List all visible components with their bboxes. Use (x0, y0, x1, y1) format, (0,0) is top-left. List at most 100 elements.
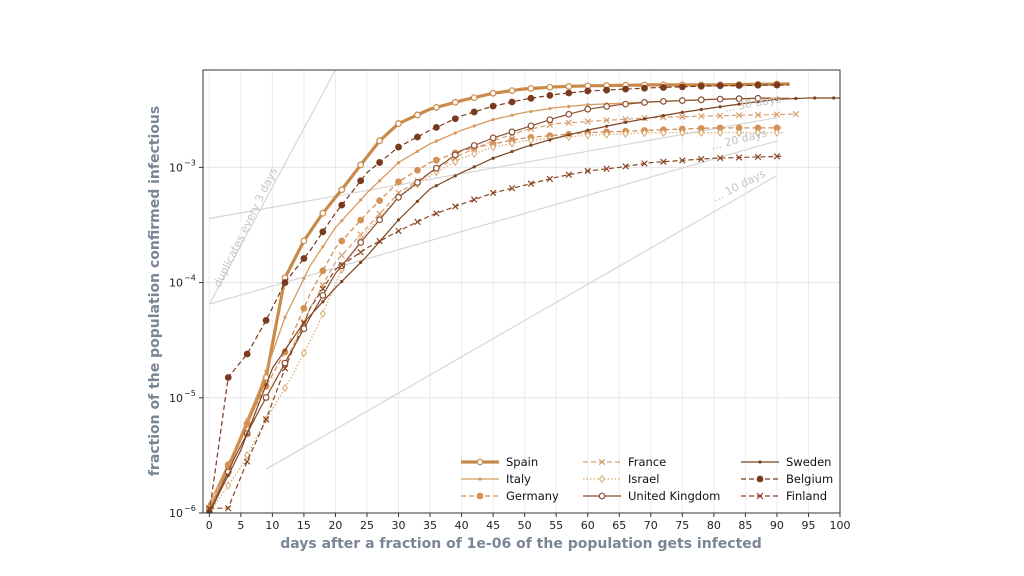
point-sweden (245, 432, 249, 436)
point-israel (281, 383, 289, 393)
point-israel (452, 157, 459, 166)
point-spain (546, 83, 554, 91)
legend-label: France (628, 455, 666, 469)
point-italy (264, 369, 268, 373)
point-sweden (756, 100, 760, 104)
point-spain (508, 87, 516, 95)
point-belgium (716, 82, 724, 90)
x-tick-label: 10 (265, 519, 279, 532)
point-italy (359, 198, 363, 202)
point-united-kingdom (697, 96, 705, 104)
point-france (584, 118, 591, 125)
x-tick-label: 100 (830, 519, 851, 532)
point-italy (567, 104, 571, 109)
point-spain (414, 111, 421, 119)
series-line-israel (208, 132, 784, 513)
legend-label: Sweden (786, 455, 831, 469)
legend-marker (758, 460, 762, 464)
point-italy (453, 131, 457, 135)
point-sweden (680, 110, 684, 114)
point-finland (414, 218, 421, 226)
legend-marker (476, 458, 484, 466)
point-israel (660, 128, 667, 137)
point-sweden (813, 96, 817, 100)
point-belgium (395, 143, 402, 151)
point-sweden (396, 218, 401, 222)
series-line-spain (207, 82, 790, 513)
x-tick-label: 0 (206, 519, 213, 532)
point-sweden (605, 124, 609, 128)
point-spain (432, 104, 440, 111)
point-israel (527, 135, 534, 145)
point-italy (321, 245, 325, 249)
x-tick-label: 5 (237, 519, 244, 532)
point-belgium (641, 84, 648, 92)
point-belgium (622, 85, 629, 93)
y-tick-label: 10 (169, 507, 183, 520)
point-finland (319, 285, 327, 293)
point-israel (641, 128, 648, 138)
legend-marker (598, 458, 606, 466)
point-sweden (434, 184, 438, 188)
point-united-kingdom (414, 179, 421, 186)
legend-item-italy: Italy (461, 472, 531, 486)
legend-label: Germany (506, 489, 559, 503)
point-united-kingdom (565, 110, 573, 118)
point-spain (489, 89, 497, 97)
legend-marker (598, 474, 606, 484)
point-sweden (529, 143, 533, 147)
x-tick-label: 50 (518, 519, 532, 532)
point-belgium (262, 316, 270, 324)
point-italy (491, 117, 495, 122)
point-germany (338, 237, 346, 245)
point-italy (302, 277, 306, 281)
point-belgium (527, 94, 535, 102)
point-israel (471, 149, 478, 159)
point-finland (641, 160, 648, 167)
point-israel (319, 309, 326, 318)
point-united-kingdom (603, 103, 611, 110)
point-spain (357, 161, 365, 169)
legend-item-germany: Germany (461, 489, 559, 503)
point-germany (395, 178, 402, 186)
point-united-kingdom (527, 122, 535, 130)
series-line-germany (208, 127, 784, 509)
point-italy (245, 417, 249, 422)
point-finland (773, 153, 781, 160)
point-belgium (338, 201, 346, 209)
point-israel (717, 128, 724, 137)
point-sweden (567, 133, 571, 137)
point-france (735, 112, 743, 119)
point-italy (283, 315, 287, 319)
point-france (622, 115, 629, 123)
x-tick-label: 75 (675, 519, 689, 532)
point-finland (660, 158, 667, 165)
legend: Spain Italy Germany France Israel United King… (461, 455, 833, 503)
point-sweden (491, 156, 495, 160)
point-belgium (735, 82, 743, 89)
x-tick-label: 95 (801, 519, 815, 532)
point-finland (300, 319, 308, 327)
point-sweden (510, 149, 514, 154)
point-israel (509, 139, 516, 148)
point-united-kingdom (508, 128, 516, 136)
legend-label: Italy (506, 472, 531, 486)
guide-line--10-days (265, 174, 778, 470)
point-israel (773, 128, 780, 137)
point-finland (243, 458, 251, 465)
x-tick-label: 35 (423, 519, 437, 532)
point-finland (735, 154, 743, 161)
x-axis-label: days after a fraction of 1e-06 of the po… (280, 536, 762, 552)
point-sweden (264, 383, 268, 387)
x-tick-label: 85 (738, 519, 752, 532)
point-sweden (415, 199, 420, 203)
point-belgium (357, 177, 365, 185)
plot-frame (202, 69, 841, 514)
point-belgium (300, 255, 308, 262)
point-finland (225, 505, 232, 512)
x-tick-label: 90 (770, 519, 784, 532)
x-axis: 0 5 10 15 20 25 30 35 40 45 50 55 60 65 70 75 80 85 90 95 10… (206, 513, 851, 532)
point-france (338, 252, 345, 259)
point-finland (508, 185, 516, 192)
legend-marker (756, 475, 764, 483)
